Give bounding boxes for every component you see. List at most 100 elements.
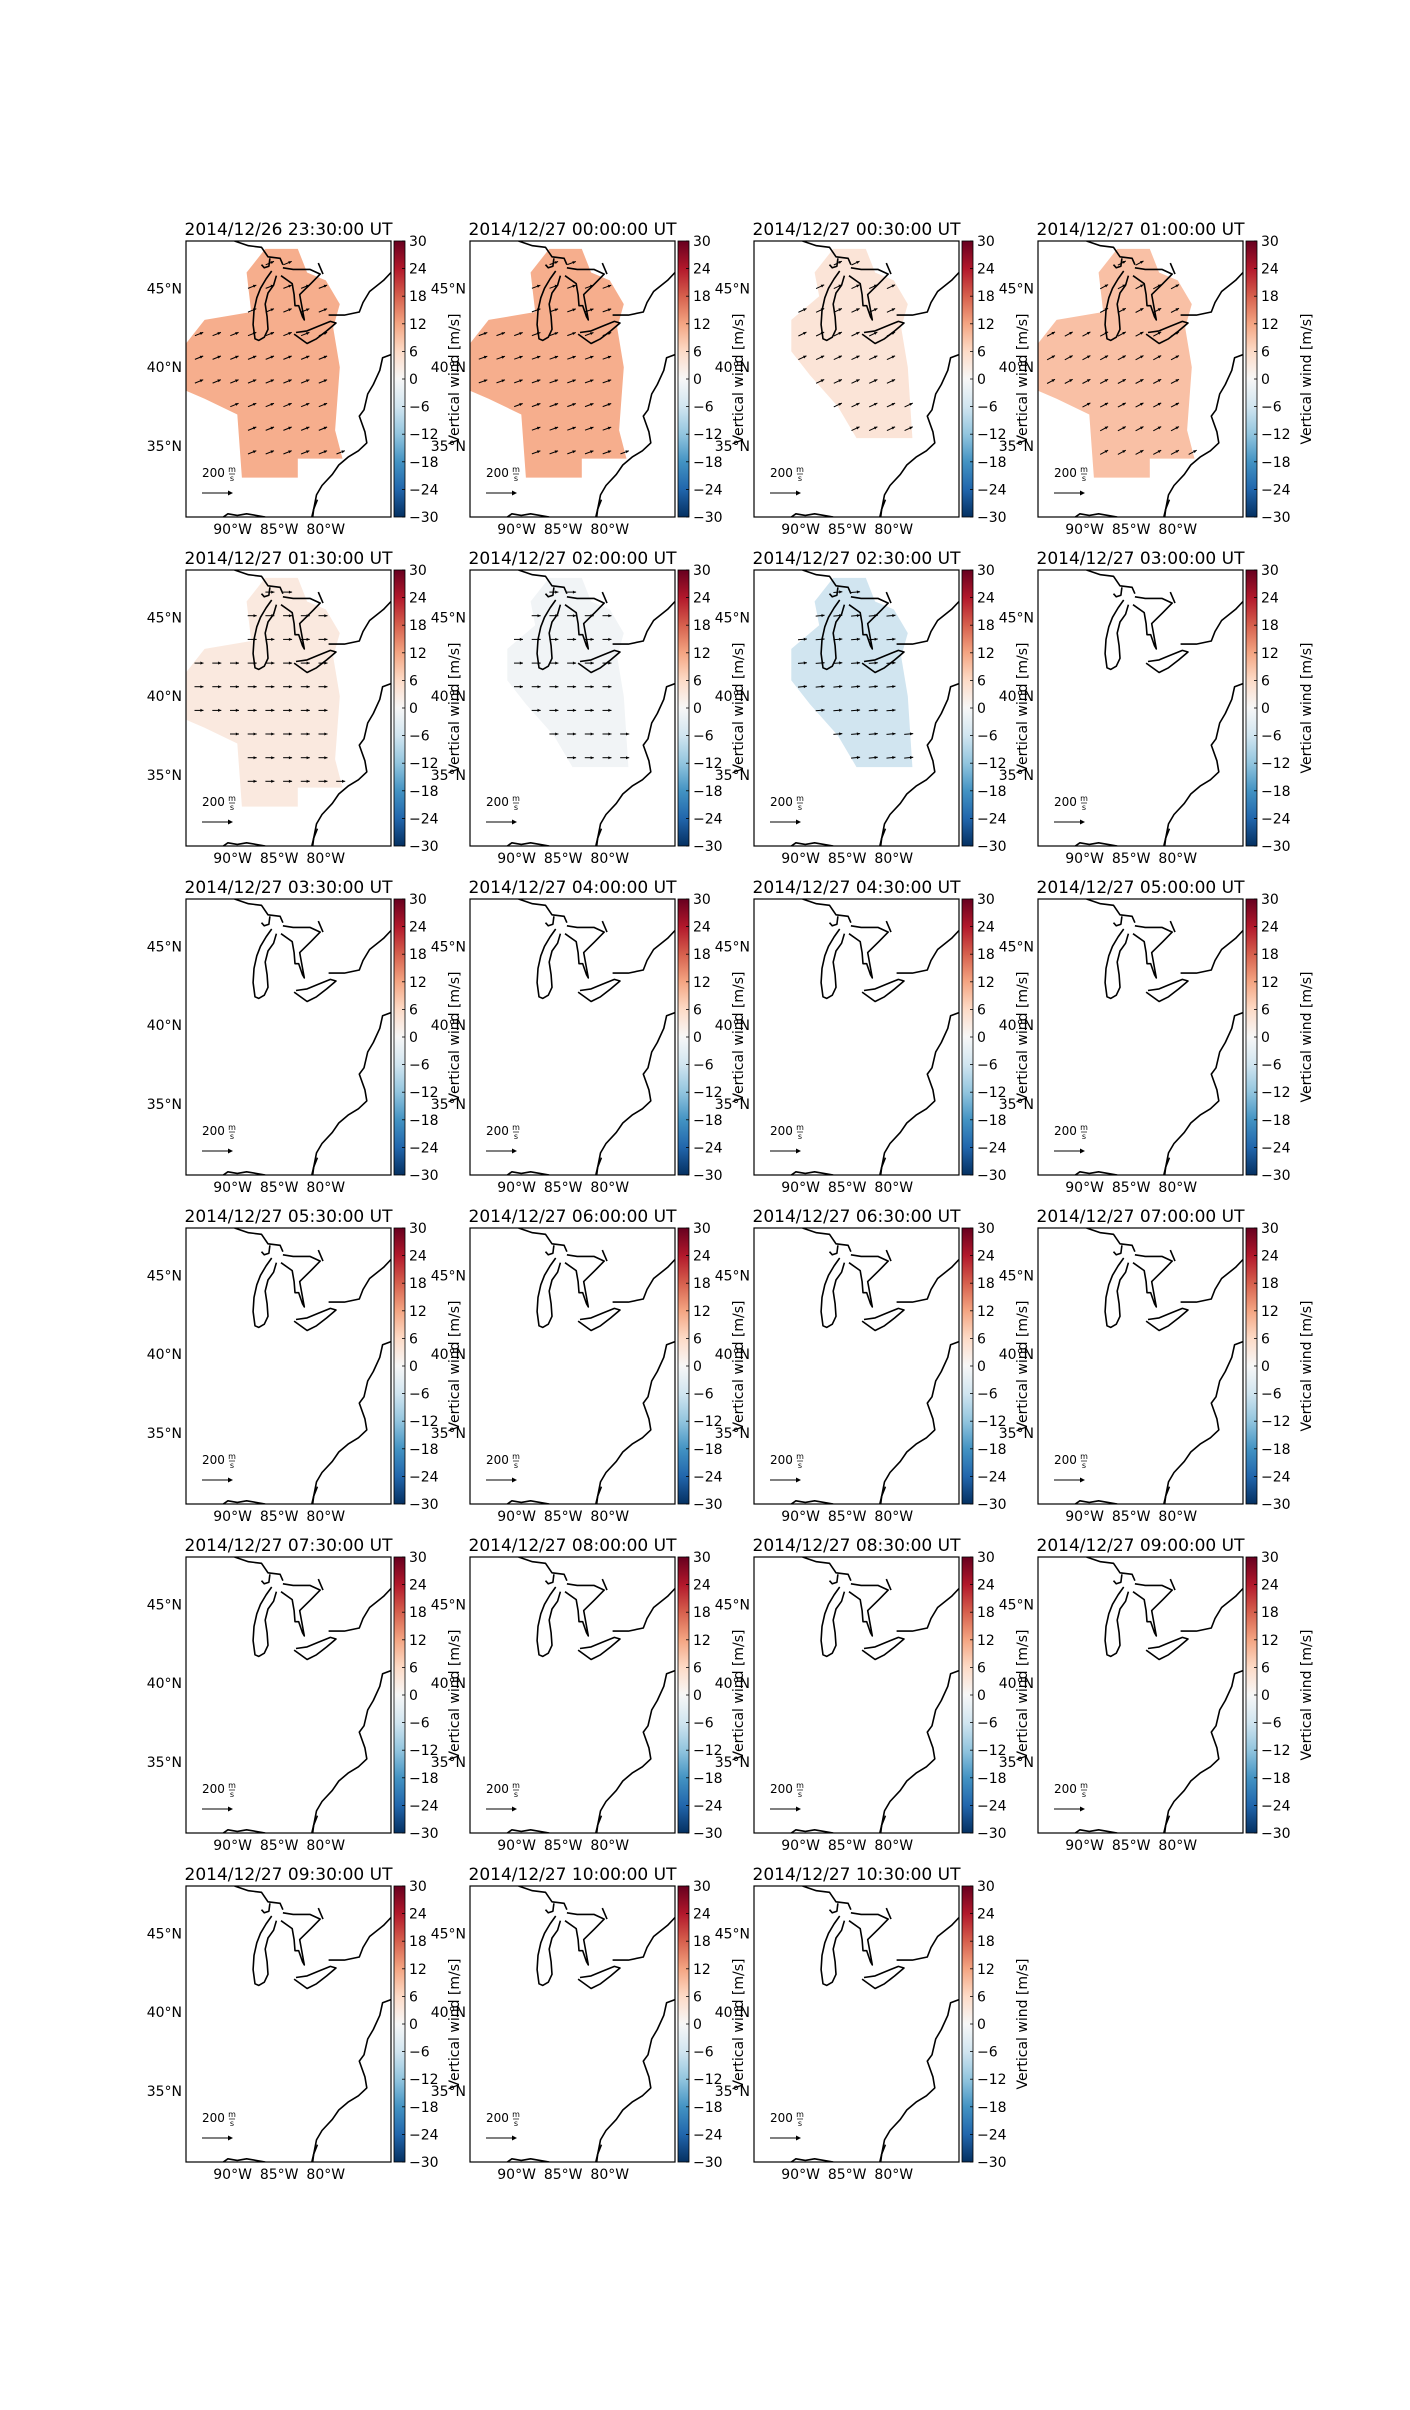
colorbar: 30 24 18 12 6 0 −6 −12 −18 −24 −30 Vertical wind [m… <box>1245 563 1315 855</box>
wind-vector-head <box>856 590 861 594</box>
coastline <box>260 1245 271 1256</box>
colorbar-tick-label: −18 <box>977 2100 1007 2116</box>
coastline <box>293 1636 337 1661</box>
map-frame <box>753 1227 960 1505</box>
colorbar-tick-label: 0 <box>1261 1359 1270 1375</box>
coastline <box>848 1254 889 1308</box>
coastline <box>879 682 959 846</box>
colorbar-tick-label: 30 <box>693 1879 711 1895</box>
coastline <box>506 1828 550 1833</box>
lon-label: 80°W <box>874 2167 913 2183</box>
wind-vector-head <box>252 379 257 383</box>
colorbar-tick-label: 12 <box>1261 975 1279 991</box>
coastline <box>1104 1257 1130 1329</box>
coastline <box>802 1557 852 1582</box>
wind-vector-head <box>271 637 275 641</box>
coastline <box>820 1915 846 1987</box>
coastline <box>1180 600 1243 645</box>
coastline <box>595 682 675 846</box>
colorbar-label: Vertical wind [m/s] <box>1015 314 1031 445</box>
panel-title: 2014/12/27 03:30:00 UT <box>185 878 394 898</box>
coastline <box>260 916 271 927</box>
coastline <box>879 1815 887 1833</box>
lon-label: 80°W <box>874 522 913 538</box>
wind-vector-head <box>288 355 292 359</box>
coastline <box>820 599 846 671</box>
lon-label: 85°W <box>544 522 583 538</box>
coastline <box>1163 1011 1243 1175</box>
colorbar-tick-label: 0 <box>409 1030 418 1046</box>
colorbar-tick-label: 18 <box>409 947 427 963</box>
scale-unit-den: s <box>230 1790 234 1799</box>
lon-label: 85°W <box>1112 851 1151 867</box>
coastline <box>474 2161 476 2162</box>
colorbar-tick-label: 24 <box>409 1249 427 1265</box>
colorbar-tick-label: −6 <box>977 1387 998 1403</box>
colorbar-tick-label: −30 <box>693 2155 723 2171</box>
wind-vector-head <box>590 661 594 665</box>
panel-title: 2014/12/27 06:30:00 UT <box>753 1207 962 1227</box>
wind-vector-head <box>270 450 274 454</box>
lon-label: 85°W <box>828 1180 867 1196</box>
lat-label: 35°N <box>715 439 750 455</box>
coastline <box>317 1249 324 1262</box>
wind-vector-head <box>235 732 239 736</box>
wind-vector-head <box>608 637 612 641</box>
lon-label: 85°W <box>260 522 299 538</box>
lon-label: 85°W <box>260 851 299 867</box>
map-background <box>470 899 675 1175</box>
wind-vector-head <box>1086 355 1091 359</box>
colorbar-tick-label: −18 <box>409 455 439 471</box>
coastline <box>280 267 321 321</box>
wind-vector-head <box>874 756 878 760</box>
wind-vector-head <box>483 332 488 335</box>
coastline <box>861 1965 905 1990</box>
scale-arrow-head <box>512 2135 517 2141</box>
colorbar-tick-label: −12 <box>977 1085 1007 1101</box>
scale-label: 200 <box>202 1782 225 1796</box>
coastline <box>820 270 846 342</box>
colorbar-label: Vertical wind [m/s] <box>731 972 747 1103</box>
panel-title: 2014/12/27 07:00:00 UT <box>1037 1207 1246 1227</box>
panel-title: 2014/12/27 00:00:00 UT <box>469 220 678 240</box>
coastline <box>317 1578 324 1591</box>
coastline <box>896 929 959 974</box>
wind-vector-head <box>572 332 576 335</box>
scale-unit-num: m <box>796 2110 804 2119</box>
coastline <box>595 828 603 846</box>
colorbar-tick-label: −30 <box>1261 1826 1291 1842</box>
lat-label: 40°N <box>715 1347 750 1363</box>
scale-unit-num: m <box>1080 465 1088 474</box>
coastline <box>317 1907 324 1920</box>
coastline <box>1074 1170 1118 1175</box>
lat-label: 40°N <box>147 689 182 705</box>
lat-label: 35°N <box>715 768 750 784</box>
wind-vector-head <box>252 355 257 359</box>
wind-vector-head <box>1104 379 1109 383</box>
wind-vector-head <box>820 355 825 359</box>
wind-vector-head <box>892 732 896 736</box>
colorbar-tick-label: −24 <box>409 2127 439 2143</box>
colorbar-tick-label: 0 <box>977 1030 986 1046</box>
coastline <box>828 1903 839 1914</box>
scale-unit-den: s <box>230 474 234 483</box>
colorbar-tick-label: 18 <box>409 289 427 305</box>
wind-vector-head <box>1051 355 1055 359</box>
vertical-wind-region <box>186 577 343 807</box>
lat-label: 45°N <box>715 939 750 955</box>
coastline <box>311 1815 319 1833</box>
colorbar: 30 24 18 12 6 0 −6 −12 −18 −24 −30 Vertical wind [m… <box>961 563 1031 855</box>
wind-vector-head <box>590 756 594 760</box>
wind-vector-head <box>856 637 861 641</box>
coastline <box>1086 1557 1136 1582</box>
panel-title: 2014/12/27 01:00:00 UT <box>1037 220 1246 240</box>
scale-unit-num: m <box>228 1452 236 1461</box>
colorbar-tick-label: −6 <box>409 729 430 745</box>
coastline <box>896 1916 959 1961</box>
scale-label: 200 <box>1054 1124 1077 1138</box>
colorbar-label: Vertical wind [m/s] <box>731 1301 747 1432</box>
wind-vector-head <box>235 379 239 383</box>
coastline <box>1074 1499 1118 1504</box>
vector-scale: 200 ms <box>202 1452 236 1483</box>
wind-vector-head <box>1104 450 1109 453</box>
